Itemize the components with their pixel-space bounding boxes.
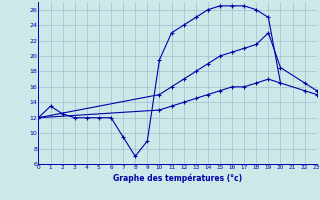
X-axis label: Graphe des températures (°c): Graphe des températures (°c) xyxy=(113,173,242,183)
